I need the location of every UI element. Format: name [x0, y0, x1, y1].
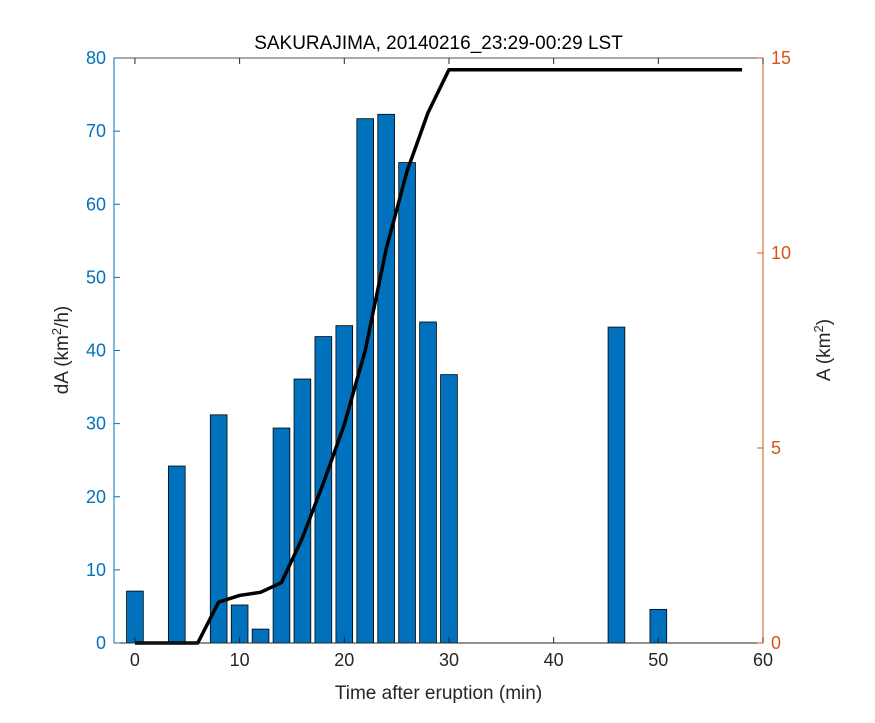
- bar: [356, 118, 375, 644]
- bar: [126, 590, 144, 644]
- y-left-tick-label: 50: [86, 267, 106, 287]
- y-left-tick-label: 20: [86, 487, 106, 507]
- bar: [272, 427, 291, 644]
- y-axis-right-label: A (km2): [811, 319, 836, 381]
- y-left-tick-label: 10: [86, 560, 106, 580]
- bar: [440, 374, 458, 644]
- y-right-tick-label: 10: [771, 243, 791, 263]
- x-tick-label: 20: [334, 650, 354, 670]
- x-tick-label: 40: [544, 650, 564, 670]
- bar: [335, 325, 354, 644]
- bar: [251, 628, 270, 644]
- x-tick-label: 0: [130, 650, 140, 670]
- chart-title: SAKURAJIMA, 20140216_23:29-00:29 LST: [254, 33, 623, 54]
- y-right-tick-label: 0: [771, 633, 781, 653]
- bar: [314, 336, 333, 644]
- x-axis-label: Time after eruption (min): [335, 683, 542, 704]
- y-left-tick-label: 70: [86, 121, 106, 141]
- bar: [293, 378, 312, 644]
- bar: [377, 113, 395, 644]
- y-left-tick-label: 80: [86, 48, 106, 68]
- y-left-tick-label: 60: [86, 194, 106, 214]
- bar: [398, 162, 416, 644]
- y-left-tick-label: 40: [86, 341, 106, 361]
- y-right-tick-label: 15: [771, 48, 791, 68]
- y-right-tick-label: 5: [771, 438, 781, 458]
- x-tick-label: 60: [753, 650, 773, 670]
- x-tick-label: 10: [230, 650, 250, 670]
- y-left-tick-label: 30: [86, 414, 106, 434]
- x-tick-label: 50: [648, 650, 668, 670]
- y-axis-left-label: dA (km2/h): [49, 306, 74, 395]
- y-left-tick-label: 0: [96, 633, 106, 653]
- bar: [168, 465, 186, 644]
- bar: [607, 326, 626, 644]
- bar: [209, 414, 228, 644]
- x-tick-label: 30: [439, 650, 459, 670]
- line-series-a: [134, 67, 743, 645]
- bar: [419, 321, 437, 644]
